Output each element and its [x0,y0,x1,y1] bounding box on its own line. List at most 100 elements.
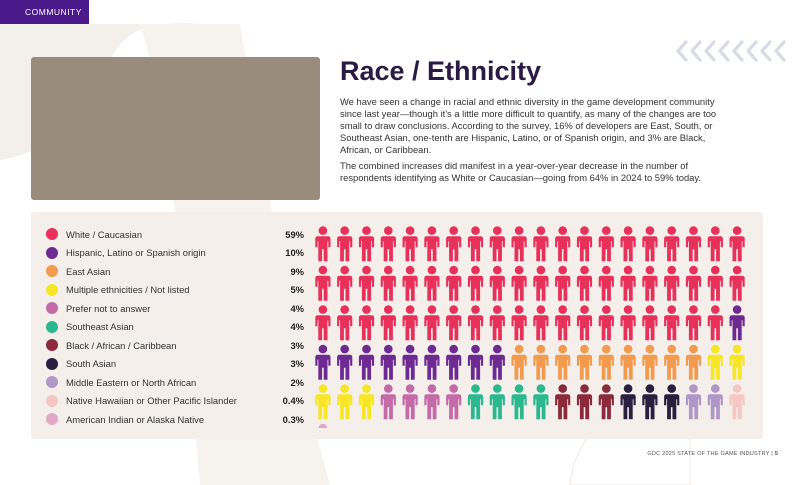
person-figure [707,384,723,420]
person-figure [315,226,331,262]
person-figure [402,265,418,301]
legend-label: Hispanic, Latino or Spanish origin [66,247,206,259]
legend-label: East Asian [66,265,111,277]
legend-item: American Indian or Alaska Native 0.3% [46,410,304,429]
person-figure [642,344,658,380]
person-figure [446,265,462,301]
legend-label: Multiple ethnicities / Not listed [66,284,190,296]
person-figure [424,384,440,420]
intro-paragraph: We have seen a change in racial and ethn… [340,96,717,156]
legend-item: Native Hawaiian or Other Pacific Islande… [46,392,304,411]
legend-value: 5% [290,284,304,296]
legend-value: 2% [290,376,304,388]
legend-swatch [46,320,58,333]
person-figure [489,265,505,301]
person-figure [446,344,462,380]
person-figure [576,305,593,341]
person-figure [467,344,484,380]
person-figure [380,265,396,301]
person-figure [337,305,353,341]
legend-item: Hispanic, Latino or Spanish origin 10% [46,244,304,263]
person-figure [402,226,418,262]
person-figure [707,305,723,341]
person-figure [358,265,375,301]
legend-item: Multiple ethnicities / Not listed 5% [46,281,304,300]
person-figure [642,305,658,341]
section-tag: COMMUNITY [0,0,89,24]
person-figure [685,265,702,301]
legend-value: 4% [290,302,304,314]
legend-swatch [46,265,58,278]
legend-item: White / Caucasian 59% [46,225,304,244]
legend-label: American Indian or Alaska Native [66,413,205,425]
legend-swatch [46,283,58,296]
person-figure [315,384,331,420]
legend-swatch [46,228,58,241]
person-figure [358,344,375,380]
person-figure [315,265,331,301]
person-figure [533,226,549,262]
person-figure [598,226,614,262]
person-figure [576,384,593,420]
person-figure [467,305,484,341]
person-figure [467,265,484,301]
person-figure [555,305,571,341]
legend-value: 4% [290,321,304,333]
legend-label: Native Hawaiian or Other Pacific Islande… [66,395,237,407]
person-figure [707,344,723,380]
person-figure [533,384,549,420]
page-title: Race / Ethnicity [340,56,542,86]
person-figure [664,305,680,341]
legend-label: White / Caucasian [66,228,143,240]
person-figure [620,226,636,262]
person-figure [729,226,745,262]
person-figure [446,384,462,420]
legend-label: South Asian [66,358,117,370]
chart-panel [31,212,763,439]
person-figure [729,305,745,341]
report-name: GDC 2025 STATE OF THE GAME INDUSTRY [647,451,770,457]
person-figure [358,305,375,341]
person-figure [707,265,723,301]
legend-swatch [46,302,58,315]
person-figure [642,265,658,301]
person-figure [511,226,527,262]
person-figure [685,384,702,420]
person-figure [620,384,636,420]
person-figure [424,265,440,301]
pictogram-chart [315,226,745,428]
person-figure [729,265,745,301]
legend-swatch [46,246,58,259]
person-figure [380,305,396,341]
legend-label: Prefer not to answer [66,302,151,314]
person-figure [576,226,593,262]
legend-label: Black / African / Caribbean [66,339,177,351]
legend-swatch [46,339,58,352]
person-figure [685,305,702,341]
person-figure [489,226,505,262]
person-figure [685,226,702,262]
person-figure [555,384,571,420]
person-figure [533,265,549,301]
person-figure [685,344,702,380]
legend-item: East Asian 9% [46,262,304,281]
person-figure [489,305,505,341]
person-figure [402,344,418,380]
person-figure [664,344,680,380]
person-figure [642,384,658,420]
person-figure [729,384,745,420]
legend-label: Southeast Asian [66,321,134,333]
chevrons-decoration-icon [676,40,786,62]
person-figure [446,226,462,262]
person-figure [511,265,527,301]
legend-value: 0.4% [282,395,304,407]
photo-placeholder [31,57,320,200]
second-paragraph: The combined increases did manifest in a… [340,160,701,184]
footer-separator: | [771,451,773,457]
person-figure [446,305,462,341]
person-figure [598,265,614,301]
person-figure [337,344,353,380]
person-figure [424,344,440,380]
person-figure [664,265,680,301]
person-figure [511,344,527,380]
